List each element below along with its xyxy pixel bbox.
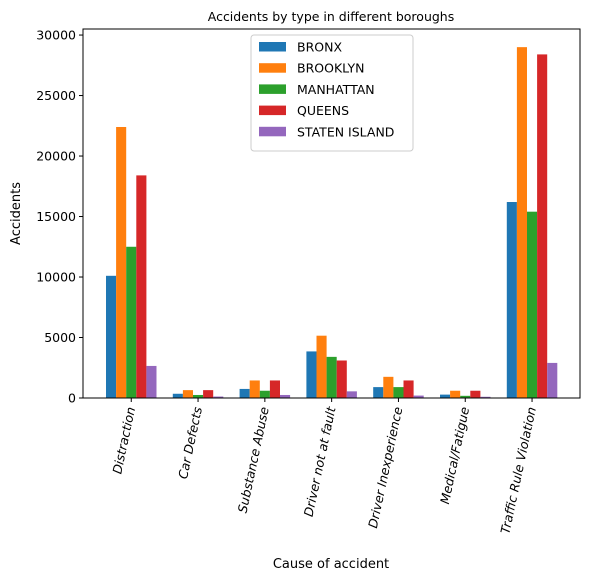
bar <box>440 394 451 398</box>
bar <box>203 390 214 398</box>
bar <box>460 395 471 398</box>
bar <box>172 393 183 398</box>
bar <box>249 380 260 398</box>
bar <box>306 351 317 398</box>
legend: BRONX BROOKLYN MANHATTAN QUEENS STATEN ISLAN… <box>250 34 414 152</box>
x-tick-label: Car Defects <box>175 405 205 480</box>
bar <box>547 362 558 398</box>
y-axis-title: Accidents <box>9 182 24 245</box>
bar <box>470 390 481 398</box>
legend-label: STATEN ISLAND <box>297 124 394 139</box>
legend-label: BRONX <box>297 40 342 55</box>
bar <box>373 387 384 398</box>
x-tick-label: Traffic Rule Violation <box>497 405 539 535</box>
bar <box>413 395 424 398</box>
y-tick-label: 30000 <box>36 28 76 43</box>
legend-swatch <box>259 84 286 94</box>
y-tick-label: 10000 <box>36 270 76 285</box>
legend-swatch <box>259 42 286 52</box>
legend-label: BROOKLYN <box>297 61 364 76</box>
legend-label: MANHATTAN <box>297 82 375 97</box>
legend-swatch <box>259 126 286 137</box>
bar <box>516 47 527 398</box>
bar <box>450 390 461 398</box>
bar <box>280 394 291 398</box>
bar <box>239 388 250 398</box>
y-tick-label: 0 <box>68 391 76 406</box>
x-tick-label: Driver not at fault <box>301 404 339 518</box>
x-axis-title: Cause of accident <box>273 557 389 572</box>
bar <box>527 211 538 398</box>
x-tick-label: Distraction <box>109 405 138 475</box>
bar <box>403 380 414 398</box>
bar <box>316 335 327 398</box>
bar <box>326 356 337 398</box>
bar <box>393 387 404 398</box>
x-tick-label: Driver Inexperience <box>365 405 405 529</box>
bar <box>213 396 224 398</box>
chart-title: Accidents by type in different boroughs <box>208 9 455 24</box>
x-axis: Distraction Car Defects Substance Abuse Dri… <box>109 398 539 535</box>
legend-box <box>250 34 414 152</box>
bar <box>182 390 193 398</box>
bar <box>193 394 204 398</box>
y-tick-label: 5000 <box>44 330 76 345</box>
bars <box>106 47 558 399</box>
bar <box>480 396 491 398</box>
legend-swatch <box>259 63 286 73</box>
bar <box>126 246 137 398</box>
legend-label: QUEENS <box>297 103 349 118</box>
bar <box>106 275 117 398</box>
plot-frame <box>82 28 581 399</box>
y-tick-label: 15000 <box>36 209 76 224</box>
bar <box>146 365 157 398</box>
bar <box>506 202 517 398</box>
bar <box>136 175 147 398</box>
bar <box>259 390 270 398</box>
bar <box>116 126 127 399</box>
legend-swatch <box>259 105 286 116</box>
bar <box>336 360 347 398</box>
bar <box>383 376 394 398</box>
bar <box>537 54 548 399</box>
y-axis: 0 5000 10000 15000 20000 25000 30000 <box>36 28 83 406</box>
x-tick-label: Medical/Fatigue <box>437 405 472 505</box>
bar <box>346 391 357 398</box>
y-tick-label: 20000 <box>36 149 76 164</box>
x-tick-label: Substance Abuse <box>235 405 272 514</box>
bar <box>269 380 280 398</box>
y-tick-label: 25000 <box>36 88 76 103</box>
